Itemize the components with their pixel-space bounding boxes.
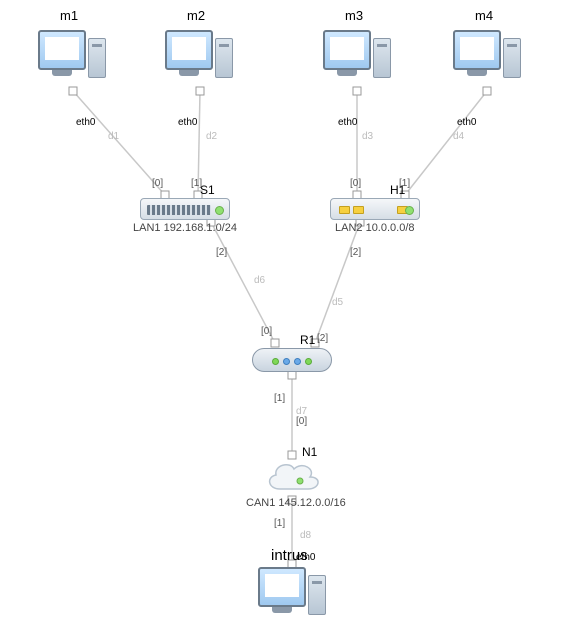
- port-h1-0: [0]: [350, 178, 361, 189]
- host-m2[interactable]: [165, 30, 235, 90]
- link-d2-label: d2: [206, 131, 217, 142]
- link-d5-label: d5: [332, 297, 343, 308]
- iface-m3-eth0: eth0: [338, 117, 357, 128]
- port-s1-1: [1]: [191, 178, 202, 189]
- link-d1-label: d1: [108, 131, 119, 142]
- link-d3-label: d3: [362, 131, 373, 142]
- iface-m1-eth0: eth0: [76, 117, 95, 128]
- cloud-n1-label: N1: [302, 445, 317, 459]
- topology-lines: [0, 0, 584, 635]
- link-d6-label: d6: [254, 275, 265, 286]
- host-m4-label: m4: [475, 8, 493, 23]
- switch-s1-label: S1: [200, 183, 215, 197]
- host-m3-label: m3: [345, 8, 363, 23]
- cloud-n1[interactable]: [260, 457, 324, 497]
- router-r1-label: R1: [300, 333, 315, 347]
- port-r1-1: [1]: [274, 393, 285, 404]
- host-m1[interactable]: [38, 30, 108, 90]
- iface-m4-eth0: eth0: [457, 117, 476, 128]
- cloud-icon: [260, 457, 324, 497]
- hub-h1[interactable]: [330, 198, 420, 220]
- port-s1-2: [2]: [216, 247, 227, 258]
- link-d7-label: d7: [296, 406, 307, 417]
- port-n1-0: [0]: [296, 416, 307, 427]
- iface-intrus-eth0: eth0: [296, 552, 315, 563]
- host-m1-label: m1: [60, 8, 78, 23]
- can1-label: CAN1 145.12.0.0/16: [246, 497, 346, 509]
- lan2-label: LAN2 10.0.0.0/8: [335, 222, 415, 234]
- port-r1-2: [2]: [317, 333, 328, 344]
- switch-s1[interactable]: [140, 198, 230, 220]
- port-r1-0: [0]: [261, 326, 272, 337]
- host-m4[interactable]: [453, 30, 523, 90]
- port-s1-0: [0]: [152, 178, 163, 189]
- host-m2-label: m2: [187, 8, 205, 23]
- router-r1[interactable]: [252, 348, 332, 372]
- host-m3[interactable]: [323, 30, 393, 90]
- port-n1-1: [1]: [274, 518, 285, 529]
- host-intrus[interactable]: [258, 567, 328, 627]
- iface-m2-eth0: eth0: [178, 117, 197, 128]
- port-h1-2: [2]: [350, 247, 361, 258]
- link-d8-label: d8: [300, 530, 311, 541]
- port-h1-1: [1]: [399, 178, 410, 189]
- lan1-label: LAN1 192.168.1.0/24: [133, 222, 237, 234]
- link-d4-label: d4: [453, 131, 464, 142]
